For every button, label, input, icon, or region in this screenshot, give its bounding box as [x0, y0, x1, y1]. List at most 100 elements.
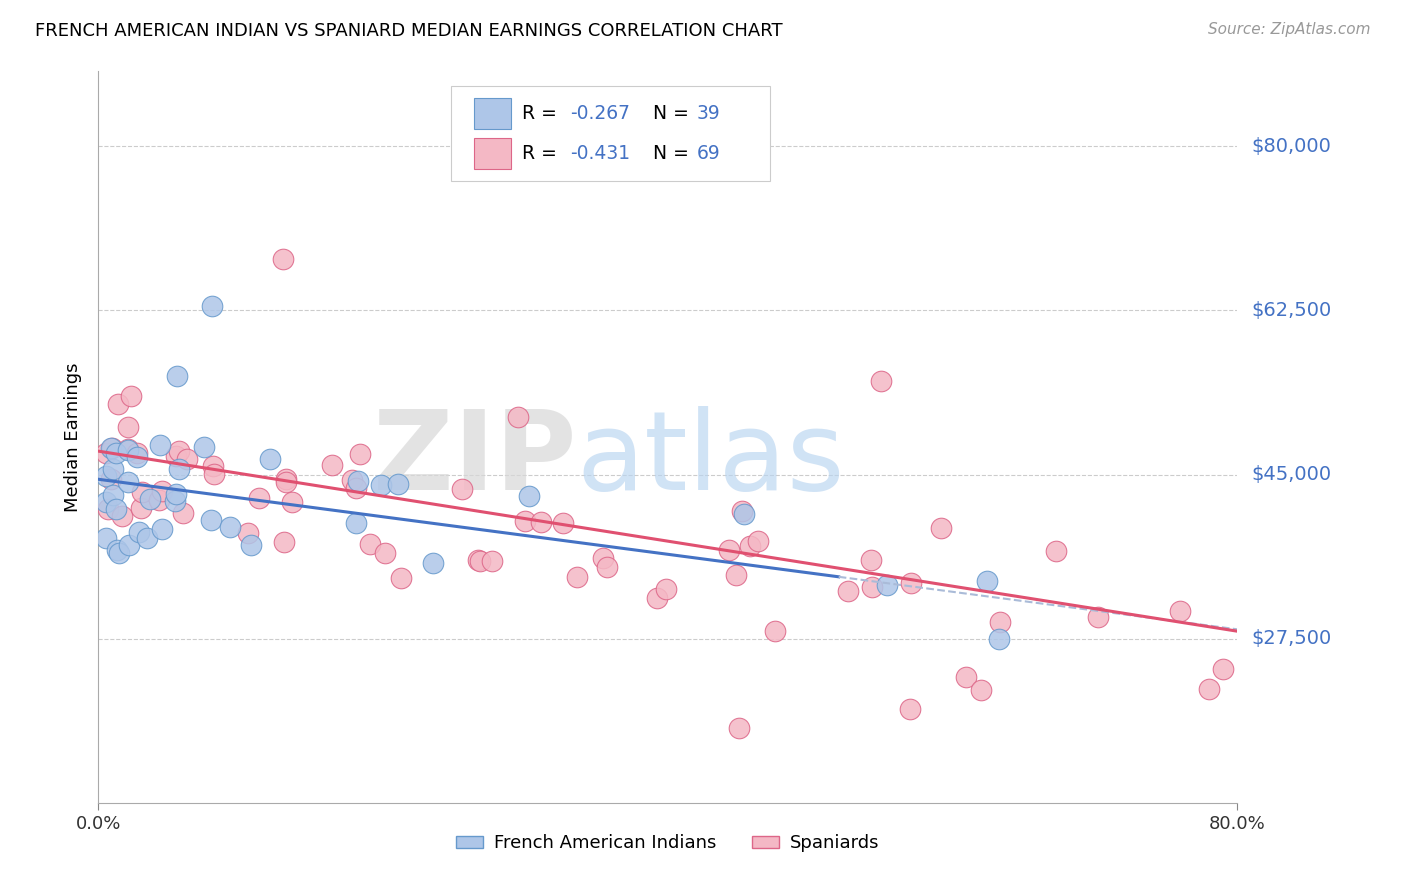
Point [931, 521, 953, 535]
Point [976, 574, 998, 589]
Point [172, 506, 194, 520]
Y-axis label: Median Earnings: Median Earnings [65, 362, 83, 512]
Point [374, 546, 396, 560]
Point [107, 397, 129, 411]
Point [725, 567, 748, 582]
Text: R =: R = [522, 145, 562, 163]
Point [763, 624, 786, 638]
Text: atlas: atlas [576, 406, 845, 513]
Point [148, 492, 170, 507]
Text: $27,500: $27,500 [1251, 629, 1331, 648]
Text: -0.267: -0.267 [569, 103, 630, 123]
Point [118, 538, 141, 552]
Point [655, 582, 678, 596]
Point [94, 495, 117, 509]
Text: 69: 69 [696, 145, 720, 163]
Point [149, 438, 172, 452]
Point [1198, 681, 1220, 696]
Point [837, 584, 859, 599]
Point [117, 442, 139, 456]
Text: ZIP: ZIP [374, 406, 576, 513]
Point [592, 550, 614, 565]
Point [273, 252, 295, 266]
Point [281, 495, 304, 509]
Point [898, 702, 921, 716]
Point [747, 533, 769, 548]
FancyBboxPatch shape [451, 86, 770, 181]
Point [101, 462, 124, 476]
Point [733, 507, 755, 521]
Point [508, 410, 530, 425]
Point [860, 580, 883, 594]
Point [970, 683, 993, 698]
Point [451, 482, 474, 496]
Point [717, 542, 740, 557]
Point [529, 515, 551, 529]
Point [347, 474, 370, 488]
Point [259, 452, 281, 467]
Point [104, 501, 127, 516]
Point [165, 494, 187, 508]
Point [165, 487, 187, 501]
Point [276, 475, 298, 489]
Point [349, 447, 371, 461]
Point [100, 441, 122, 455]
Point [193, 440, 215, 454]
Point [218, 519, 240, 533]
Text: R =: R = [522, 103, 562, 123]
Point [859, 552, 882, 566]
Point [94, 468, 117, 483]
Point [200, 513, 222, 527]
Point [645, 591, 668, 606]
Point [870, 374, 893, 388]
Point [344, 481, 367, 495]
Bar [474, 98, 510, 128]
Point [596, 559, 619, 574]
Text: $80,000: $80,000 [1251, 136, 1331, 156]
Legend: French American Indians, Spaniards: French American Indians, Spaniards [449, 827, 887, 860]
Point [167, 462, 190, 476]
Point [342, 473, 364, 487]
Point [236, 526, 259, 541]
Point [731, 504, 754, 518]
Point [481, 554, 503, 568]
Point [517, 489, 540, 503]
Point [127, 446, 149, 460]
Point [1045, 543, 1067, 558]
Point [117, 475, 139, 489]
Point [94, 531, 117, 545]
Point [247, 491, 270, 506]
Point [111, 508, 134, 523]
Point [131, 485, 153, 500]
Point [202, 467, 225, 481]
Point [131, 501, 153, 516]
Point [201, 458, 224, 473]
Text: N =: N = [652, 103, 695, 123]
Point [876, 577, 898, 591]
Point [955, 670, 977, 684]
Point [120, 389, 142, 403]
Point [150, 484, 173, 499]
Point [988, 632, 1011, 646]
Point [1170, 604, 1192, 618]
Point [551, 516, 574, 530]
Point [738, 539, 761, 553]
Text: FRENCH AMERICAN INDIAN VS SPANIARD MEDIAN EARNINGS CORRELATION CHART: FRENCH AMERICAN INDIAN VS SPANIARD MEDIA… [35, 22, 783, 40]
Point [150, 522, 173, 536]
Point [94, 446, 117, 460]
Bar [474, 138, 510, 169]
Point [321, 458, 343, 472]
Point [127, 450, 149, 464]
Point [900, 576, 922, 591]
Text: -0.431: -0.431 [569, 145, 630, 163]
Point [370, 478, 392, 492]
Point [567, 570, 589, 584]
Point [165, 449, 187, 463]
Text: 39: 39 [696, 103, 720, 123]
Point [100, 442, 122, 456]
Point [104, 446, 127, 460]
Point [273, 534, 295, 549]
Point [107, 543, 129, 558]
Point [128, 524, 150, 539]
Point [387, 476, 409, 491]
